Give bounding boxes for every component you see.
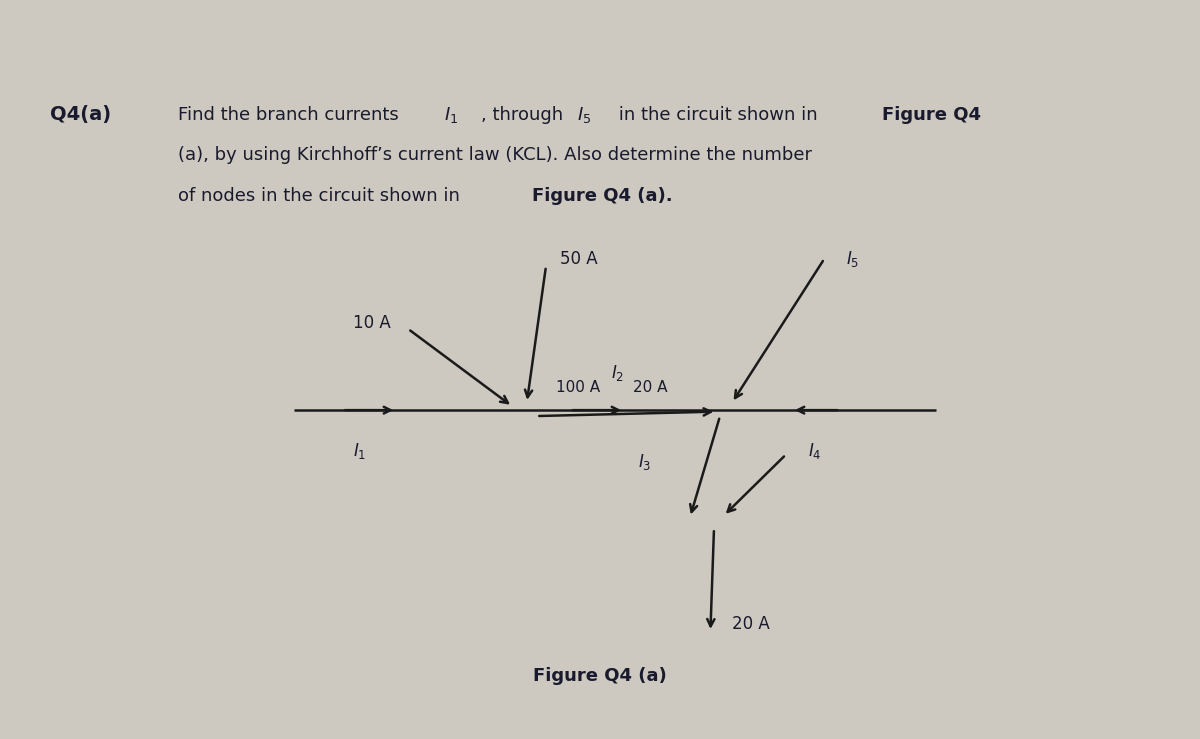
Text: Figure Q4 (a).: Figure Q4 (a).: [532, 187, 672, 205]
Text: 50 A: 50 A: [560, 250, 598, 268]
Text: $I_2$: $I_2$: [612, 363, 624, 384]
Text: , through: , through: [481, 106, 569, 123]
Text: Find the branch currents: Find the branch currents: [178, 106, 404, 123]
Text: $I_5$: $I_5$: [846, 248, 859, 269]
Text: 20 A: 20 A: [732, 616, 769, 633]
Text: Figure Q4: Figure Q4: [882, 106, 982, 123]
Text: $I_4$: $I_4$: [808, 440, 821, 461]
Text: Figure Q4 (a): Figure Q4 (a): [533, 667, 667, 685]
Text: in the circuit shown in: in the circuit shown in: [613, 106, 823, 123]
Text: 10 A: 10 A: [353, 314, 390, 332]
Text: $I_1$: $I_1$: [353, 440, 367, 461]
Text: $I_5$: $I_5$: [577, 104, 592, 125]
Text: Q4(a): Q4(a): [50, 105, 112, 124]
Text: of nodes in the circuit shown in: of nodes in the circuit shown in: [178, 187, 466, 205]
Text: (a), by using Kirchhoff’s current law (KCL). Also determine the number: (a), by using Kirchhoff’s current law (K…: [178, 146, 811, 164]
Text: 20 A: 20 A: [634, 381, 667, 395]
Text: $I_3$: $I_3$: [637, 452, 652, 472]
Text: 100 A: 100 A: [557, 381, 600, 395]
Text: $I_1$: $I_1$: [444, 104, 458, 125]
